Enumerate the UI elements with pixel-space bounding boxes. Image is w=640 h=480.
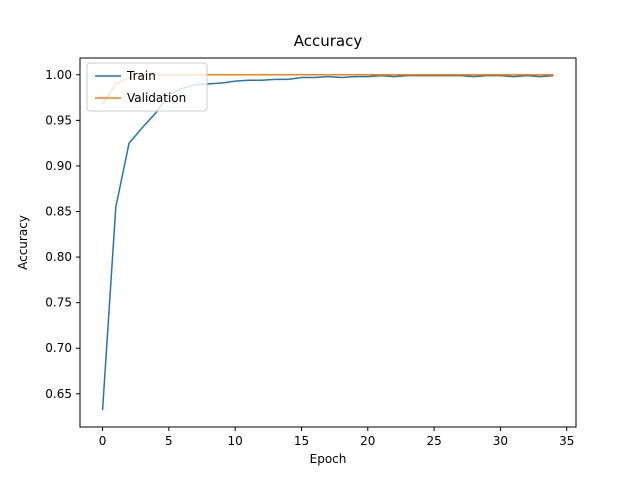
axes-spines <box>79 57 577 428</box>
x-tick-label: 10 <box>228 434 243 448</box>
y-tick-label: 0.65 <box>45 387 72 401</box>
y-tick-label: 0.70 <box>45 341 72 355</box>
x-tick-label: 20 <box>360 434 375 448</box>
x-tick-label: 35 <box>559 434 574 448</box>
x-axis-label: Epoch <box>310 452 347 466</box>
x-tick-label: 0 <box>99 434 107 448</box>
y-axis-label: Accuracy <box>16 215 30 270</box>
y-tick-label: 1.00 <box>45 68 72 82</box>
y-tick-label: 0.75 <box>45 296 72 310</box>
x-tick-label: 30 <box>493 434 508 448</box>
x-tick-label: 25 <box>426 434 441 448</box>
y-tick-label: 0.85 <box>45 205 72 219</box>
y-tick-label: 0.90 <box>45 159 72 173</box>
legend-box <box>86 62 208 112</box>
x-tick-label: 5 <box>165 434 173 448</box>
legend-label-train: Train <box>126 69 156 83</box>
legend-label-validation: Validation <box>127 91 186 105</box>
y-tick-label: 0.95 <box>45 113 72 127</box>
y-tick-label: 0.80 <box>45 250 72 264</box>
x-tick-label: 15 <box>294 434 309 448</box>
chart-title: Accuracy <box>294 32 363 50</box>
